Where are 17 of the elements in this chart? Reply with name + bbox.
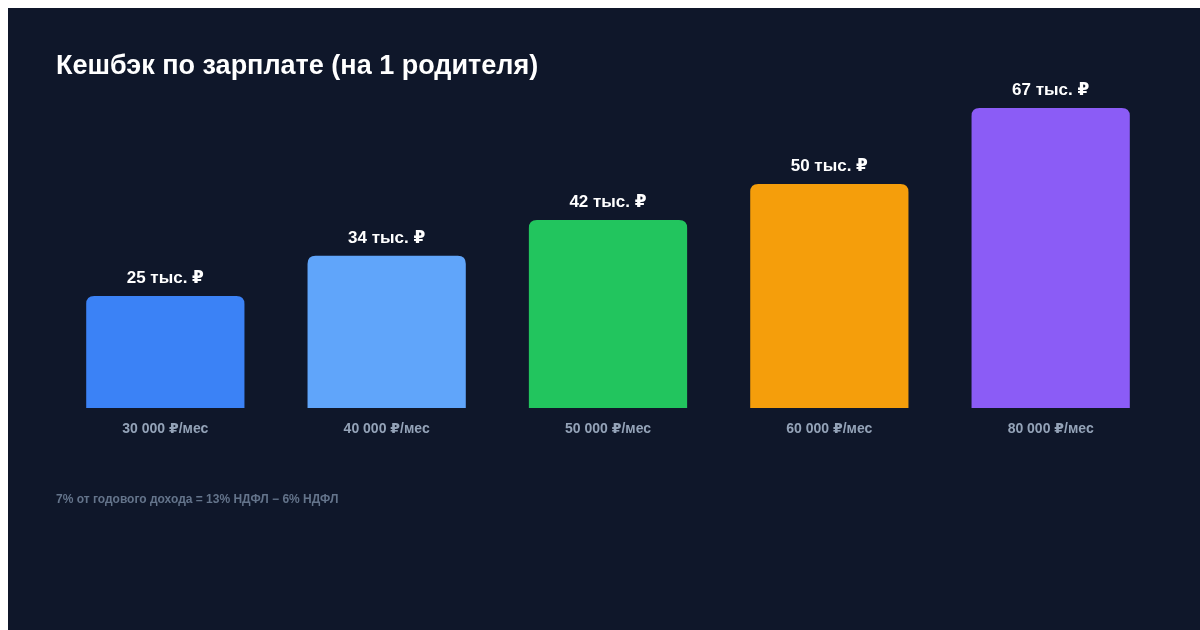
data-label: 50 тыс. ₽ — [790, 156, 869, 176]
data-label: 25 тыс. ₽ — [126, 268, 205, 288]
bar — [86, 296, 245, 408]
bar — [307, 255, 466, 408]
bar — [528, 219, 688, 408]
data-label: 67 тыс. ₽ — [1012, 80, 1090, 99]
text: 7% от годового дохода = 13% НДФЛ − 6% НДФЛ — [56, 492, 339, 506]
data-label: 34 тыс. ₽ — [348, 227, 426, 247]
bar — [750, 184, 909, 408]
data-label: 42 тыс. ₽ — [569, 191, 647, 211]
x-tick-label: 30 000 ₽/мес — [122, 420, 209, 436]
x-tick-label: 80 000 ₽/мес — [1007, 420, 1094, 436]
x-tick-label: 60 000 ₽/мес — [786, 420, 873, 436]
chart-title: Кешбэк по зарплате (на 1 родителя) — [56, 50, 539, 80]
x-tick-label: 40 000 ₽/мес — [343, 420, 430, 436]
x-tick-label: 50 000 ₽/мес — [564, 420, 652, 436]
bar — [971, 108, 1130, 408]
